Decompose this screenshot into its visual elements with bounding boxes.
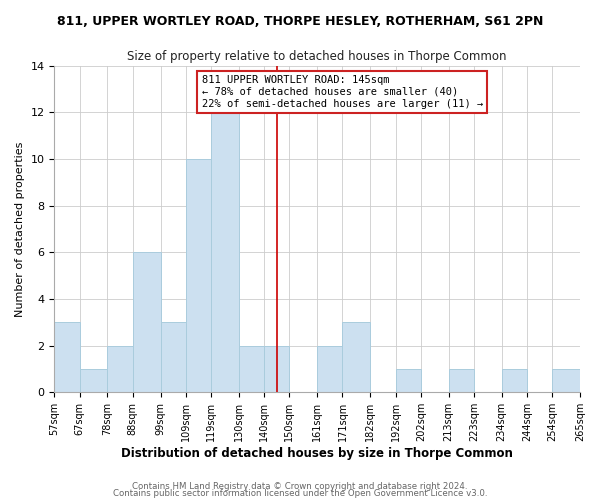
Bar bbox=[449, 369, 474, 392]
Bar bbox=[186, 159, 211, 392]
Bar bbox=[395, 369, 421, 392]
Text: Contains HM Land Registry data © Crown copyright and database right 2024.: Contains HM Land Registry data © Crown c… bbox=[132, 482, 468, 491]
Bar bbox=[107, 346, 133, 393]
Title: Size of property relative to detached houses in Thorpe Common: Size of property relative to detached ho… bbox=[127, 50, 507, 63]
Bar bbox=[161, 322, 186, 392]
Text: Contains public sector information licensed under the Open Government Licence v3: Contains public sector information licen… bbox=[113, 489, 487, 498]
Bar bbox=[239, 346, 264, 393]
Y-axis label: Number of detached properties: Number of detached properties bbox=[15, 142, 25, 316]
Bar bbox=[264, 346, 289, 393]
Text: 811, UPPER WORTLEY ROAD, THORPE HESLEY, ROTHERHAM, S61 2PN: 811, UPPER WORTLEY ROAD, THORPE HESLEY, … bbox=[57, 15, 543, 28]
Text: 811 UPPER WORTLEY ROAD: 145sqm
← 78% of detached houses are smaller (40)
22% of : 811 UPPER WORTLEY ROAD: 145sqm ← 78% of … bbox=[202, 76, 483, 108]
X-axis label: Distribution of detached houses by size in Thorpe Common: Distribution of detached houses by size … bbox=[121, 447, 513, 460]
Bar bbox=[502, 369, 527, 392]
Bar bbox=[343, 322, 370, 392]
Bar bbox=[211, 112, 239, 392]
Bar bbox=[55, 322, 80, 392]
Bar bbox=[133, 252, 161, 392]
Bar bbox=[80, 369, 107, 392]
Bar bbox=[552, 369, 580, 392]
Bar bbox=[317, 346, 343, 393]
